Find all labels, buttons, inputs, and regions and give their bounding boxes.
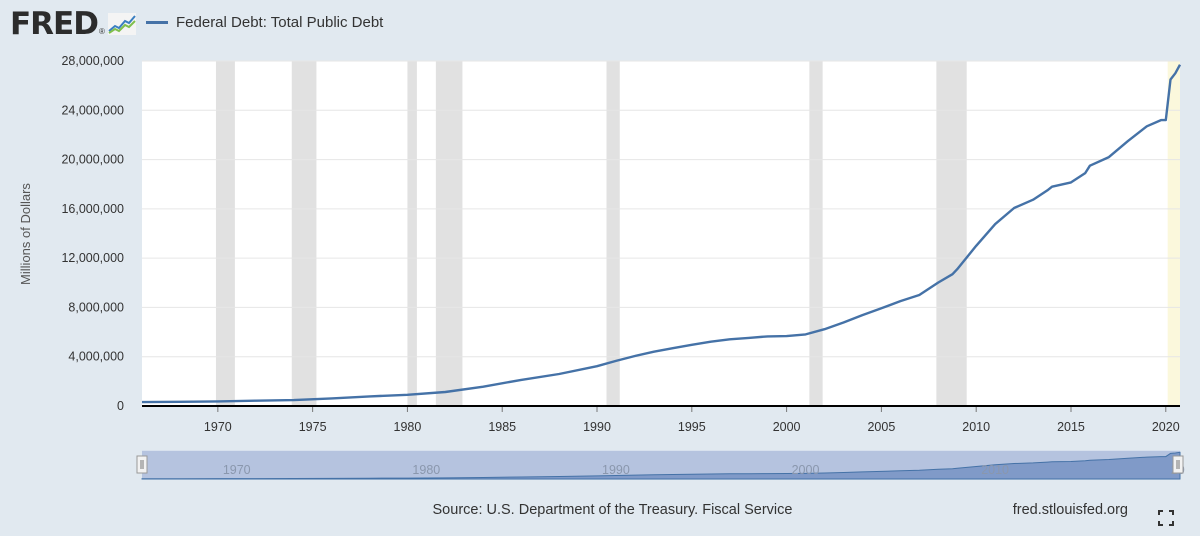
x-tick-label: 1995	[678, 420, 706, 434]
x-tick-label: 1970	[204, 420, 232, 434]
x-tick-label: 2000	[773, 420, 801, 434]
x-tick-label: 1980	[394, 420, 422, 434]
site-link[interactable]: fred.stlouisfed.org	[1012, 502, 1128, 518]
x-tick-label: 1990	[583, 420, 611, 434]
recession-band	[407, 61, 417, 406]
chart: 0 4,000,000 8,000,000 12,000,000 16,000,000 2…	[18, 54, 1185, 480]
recession-band	[606, 61, 620, 406]
navigator-handle-left[interactable]	[136, 455, 148, 474]
y-axis-ticks: 0 4,000,000 8,000,000 12,000,000 16,000,000 2…	[61, 54, 124, 413]
navigator-handle-right[interactable]	[1172, 455, 1184, 474]
recession-bands	[215, 61, 1180, 406]
y-tick-label: 20,000,000	[61, 153, 124, 167]
fred-logo[interactable]: FRED ®	[10, 8, 136, 40]
recession-band	[936, 61, 967, 406]
navigator-tick-label: 1980	[412, 463, 440, 477]
y-tick-label: 0	[117, 399, 124, 413]
x-axis-ticks: 1970 1975 1980 1985 1990 1995 2000 2005 2010 2015…	[204, 406, 1180, 434]
x-tick-label: 2010	[962, 420, 990, 434]
y-tick-label: 12,000,000	[61, 251, 124, 265]
y-axis-label: Millions of Dollars	[18, 183, 33, 285]
x-tick-label: 2015	[1057, 420, 1085, 434]
recession-band	[1167, 61, 1180, 406]
registered-mark: ®	[98, 27, 105, 36]
source-text: Source: U.S. Department of the Treasury.…	[432, 502, 793, 518]
recession-band	[291, 61, 317, 406]
x-tick-label: 2005	[867, 420, 895, 434]
navigator[interactable]: 1970198019902000201020	[136, 450, 1185, 480]
x-tick-label: 2020	[1152, 420, 1180, 434]
navigator-tick-label: 1990	[602, 463, 630, 477]
y-tick-label: 16,000,000	[61, 202, 124, 216]
series-line-federal-debt	[141, 64, 1182, 404]
grid-lines	[142, 60, 1180, 358]
navigator-tick-label: 1970	[223, 463, 251, 477]
recession-band	[215, 61, 235, 406]
y-tick-label: 28,000,000	[61, 54, 124, 68]
chart-legend: Federal Debt: Total Public Debt	[146, 14, 383, 31]
legend-label: Federal Debt: Total Public Debt	[176, 14, 384, 31]
fred-logo-text: FRED	[10, 6, 99, 42]
x-tick-label: 1975	[299, 420, 327, 434]
recession-band	[809, 61, 823, 406]
recession-band	[435, 61, 463, 406]
x-tick-label: 1985	[488, 420, 516, 434]
y-tick-label: 24,000,000	[61, 103, 124, 117]
legend-swatch	[146, 21, 168, 24]
navigator-tick-label: 2010	[981, 463, 1009, 477]
navigator-series-area	[141, 451, 1181, 480]
y-tick-label: 4,000,000	[68, 350, 124, 364]
fullscreen-icon[interactable]	[1158, 510, 1174, 526]
navigator-tick-label: 2000	[792, 463, 820, 477]
fred-logo-chart-icon	[107, 13, 136, 35]
y-tick-label: 8,000,000	[68, 300, 124, 314]
